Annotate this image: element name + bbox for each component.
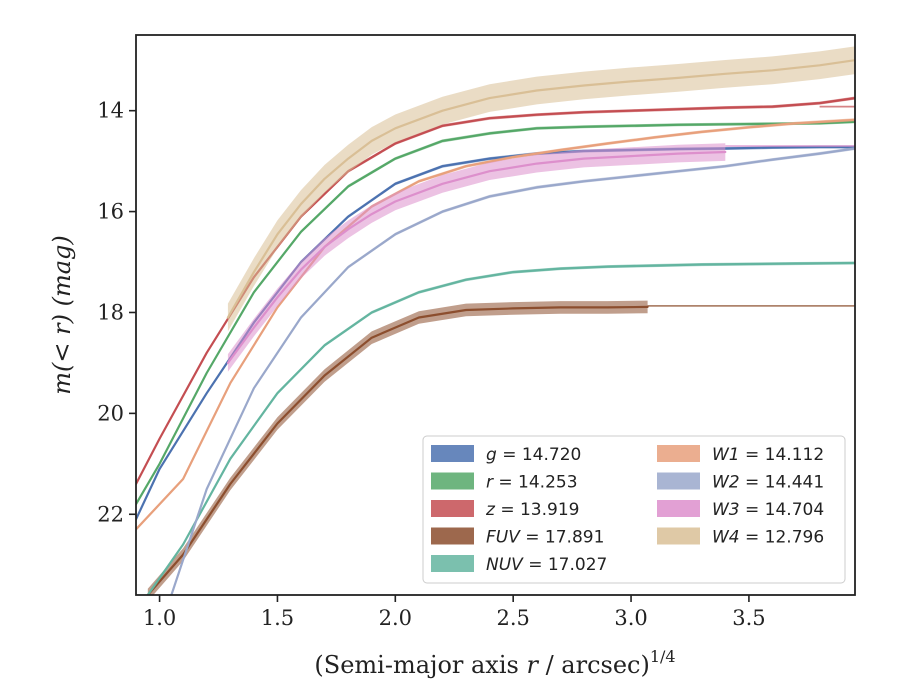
legend-item-z-magnitude: = 13.919	[495, 500, 580, 520]
x-axis-ticks: 1.0 1.5 2.0 2.5 3.0 3.5	[143, 595, 766, 630]
legend-item-w4-swatch	[657, 527, 700, 545]
legend-item-r-band: r	[486, 473, 494, 493]
legend-item-r-label: r = 14.253	[486, 473, 578, 493]
y-tick-label: 20	[97, 401, 124, 425]
series-w4-line	[226, 59, 855, 319]
x-tick-label: 3.0	[614, 606, 647, 630]
legend-item-r-magnitude: = 14.253	[493, 473, 578, 493]
legend-item-w4-label: W4 = 12.796	[712, 528, 824, 548]
series-fuv	[146, 300, 855, 595]
plot-area-frame	[135, 34, 856, 596]
legend-item-nuv-magnitude: = 17.027	[523, 555, 608, 575]
legend-item-w3-magnitude: = 14.704	[740, 500, 825, 520]
series-nuv-line	[146, 261, 855, 595]
legend-item-fuv-label: FUV = 17.891	[486, 528, 604, 548]
series-fuv-line	[146, 305, 649, 595]
x-axis-label: (Semi-major axis r / arcsec)1/4	[314, 647, 675, 679]
x-tick-label: 1.0	[143, 606, 176, 630]
y-axis-ticks: 14 16 18 20 22	[97, 99, 136, 526]
legend-item-w3: W3 = 14.704	[657, 500, 824, 520]
legend-item-w4: W4 = 12.796	[657, 527, 824, 548]
x-axis-label-main: (Semi-major axis	[314, 651, 526, 679]
legend-item-nuv-swatch	[431, 555, 474, 572]
legend-item-w2-magnitude: = 14.441	[740, 473, 825, 493]
series-r	[136, 120, 855, 506]
legend-item-r-swatch	[431, 472, 474, 490]
legend-item-g: g = 14.720	[431, 445, 581, 465]
series-w1-line	[136, 118, 855, 531]
y-axis-label: m(< r) (mag)	[48, 235, 76, 394]
legend-item-w4-band: W4	[712, 528, 740, 548]
legend-item-w1: W1 = 14.112	[657, 445, 824, 465]
y-tick-label: 14	[97, 99, 124, 123]
legend-item-nuv-band: NUV	[486, 555, 524, 575]
series-layer	[136, 46, 855, 595]
legend-item-z-swatch	[431, 500, 474, 517]
legend-item-fuv: FUV = 17.891	[431, 527, 604, 548]
legend-item-w1-band: W1	[712, 445, 740, 465]
legend-item-z-label: z = 13.919	[485, 500, 579, 520]
x-axis-label-unit: / arcsec)	[538, 651, 650, 679]
series-r-line	[136, 120, 855, 506]
x-tick-label: 2.0	[379, 606, 412, 630]
series-w3-uncertainty-band	[227, 143, 726, 372]
legend-item-fuv-magnitude: = 17.891	[520, 528, 605, 548]
legend-item-w2-band: W2	[712, 473, 740, 493]
series-w3	[226, 143, 855, 372]
legend-item-fuv-band: FUV	[486, 528, 521, 548]
series-w2-line	[170, 147, 855, 595]
legend-item-fuv-swatch	[431, 527, 474, 545]
legend-item-z-band: z	[485, 500, 496, 520]
legend-item-nuv-label: NUV = 17.027	[486, 555, 607, 575]
x-axis-label-exponent: 1/4	[650, 647, 676, 666]
legend-item-w3-band: W3	[712, 500, 740, 520]
legend-item-w1-label: W1 = 14.112	[712, 445, 824, 465]
series-w1	[136, 118, 855, 531]
legend-frame	[422, 435, 846, 584]
y-tick-label: 22	[97, 502, 124, 526]
legend-item-r: r = 14.253	[431, 472, 578, 493]
legend-item-z: z = 13.919	[431, 500, 579, 520]
legend-item-w2: W2 = 14.441	[657, 472, 824, 493]
x-tick-label: 3.5	[732, 606, 765, 630]
legend-item-g-swatch	[431, 445, 474, 462]
series-w3-line	[226, 150, 727, 364]
legend-item-g-band: g	[486, 445, 497, 465]
legend-item-w3-label: W3 = 14.704	[712, 500, 824, 520]
legend-item-w1-magnitude: = 14.112	[740, 445, 825, 465]
legend-item-w2-swatch	[657, 472, 700, 490]
series-w2	[170, 147, 855, 595]
legend-item-w2-label: W2 = 14.441	[712, 473, 824, 493]
x-tick-label: 2.5	[496, 606, 529, 630]
legend-item-w3-swatch	[657, 500, 700, 517]
y-tick-label: 18	[97, 300, 124, 324]
series-w4	[226, 46, 855, 332]
x-tick-label: 1.5	[261, 606, 294, 630]
series-w4-uncertainty-band	[227, 46, 855, 332]
legend-item-w4-magnitude: = 12.796	[740, 528, 825, 548]
y-tick-label: 16	[97, 200, 124, 224]
legend-item-w1-swatch	[657, 445, 700, 462]
legend-item-nuv: NUV = 17.027	[431, 555, 607, 575]
series-nuv	[146, 261, 855, 595]
legend-item-g-magnitude: = 14.720	[497, 445, 582, 465]
x-axis-label-variable: r	[526, 651, 539, 679]
legend-item-g-label: g = 14.720	[486, 445, 581, 465]
